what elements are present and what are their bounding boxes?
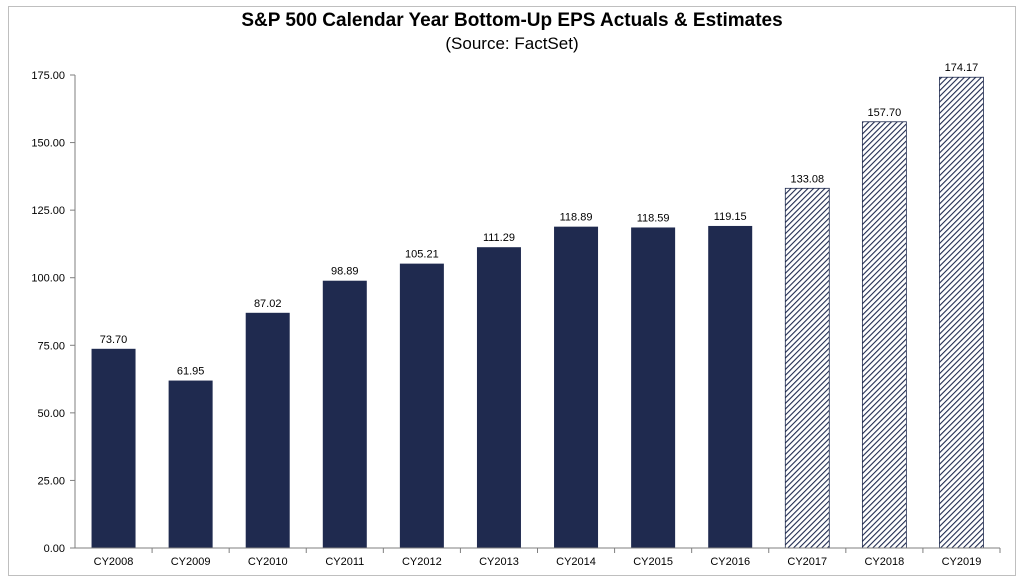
y-tick-label: 150.00 <box>31 138 65 150</box>
data-label-cy2017: 133.08 <box>790 173 824 185</box>
data-label-cy2014: 118.89 <box>560 212 593 224</box>
y-tick-label: 50.00 <box>37 408 65 420</box>
data-label-cy2013: 111.29 <box>483 232 515 244</box>
bar-cy2008 <box>91 348 136 548</box>
x-tick-label-cy2009: CY2009 <box>171 556 211 568</box>
bars: 73.70 61.95 87.02 98.89 105.21 111.29 118.89 11… <box>91 62 984 549</box>
data-label-cy2009: 61.95 <box>177 366 205 378</box>
bar-cy2019 <box>939 76 984 549</box>
data-label-cy2016: 119.15 <box>714 211 747 223</box>
bar-cy2012 <box>399 263 444 548</box>
data-label-cy2019: 174.17 <box>945 62 979 74</box>
x-tick-label-cy2013: CY2013 <box>479 556 519 568</box>
bar-cy2016 <box>708 225 753 548</box>
bar-cy2009 <box>168 380 213 548</box>
y-axis: 0.00 25.00 50.00 75.00 100.00 125.00 150.00 175… <box>31 70 76 555</box>
bar-cy2011 <box>322 280 367 548</box>
x-tick-label-cy2015: CY2015 <box>633 556 673 568</box>
chart-subtitle: (Source: FactSet) <box>445 34 579 53</box>
bar-cy2015 <box>631 227 676 548</box>
x-tick-label-cy2014: CY2014 <box>556 556 596 568</box>
x-axis: CY2008 CY2009 CY2010 CY2011 CY2012 CY2013 CY20… <box>75 547 1001 568</box>
bar-cy2010 <box>245 312 290 548</box>
data-label-cy2011: 98.89 <box>331 266 359 278</box>
bar-cy2018 <box>861 121 907 549</box>
data-label-cy2008: 73.70 <box>100 334 128 346</box>
x-tick-label-cy2008: CY2008 <box>94 556 134 568</box>
x-tick-label-cy2018: CY2018 <box>864 556 904 568</box>
y-tick-label: 100.00 <box>31 273 65 285</box>
x-tick-label-cy2011: CY2011 <box>325 556 364 568</box>
data-label-cy2018: 157.70 <box>868 107 902 119</box>
bar-cy2013 <box>476 247 521 548</box>
x-tick-label-cy2012: CY2012 <box>402 556 442 568</box>
y-tick-label: 175.00 <box>31 70 65 82</box>
bar-cy2014 <box>554 226 599 548</box>
data-label-cy2010: 87.02 <box>254 298 282 310</box>
y-tick-label: 125.00 <box>31 205 65 217</box>
x-tick-label-cy2017: CY2017 <box>787 556 827 568</box>
y-tick-label: 0.00 <box>44 543 65 555</box>
y-tick-label: 75.00 <box>37 340 65 352</box>
x-tick-label-cy2016: CY2016 <box>710 556 750 568</box>
chart-title: S&P 500 Calendar Year Bottom-Up EPS Actu… <box>241 10 783 31</box>
x-tick-label-cy2010: CY2010 <box>248 556 288 568</box>
y-tick-label: 25.00 <box>37 475 65 487</box>
bar-cy2017 <box>784 187 830 549</box>
data-label-cy2015: 118.59 <box>637 212 670 224</box>
x-tick-label-cy2019: CY2019 <box>942 556 982 568</box>
data-label-cy2012: 105.21 <box>405 249 439 261</box>
